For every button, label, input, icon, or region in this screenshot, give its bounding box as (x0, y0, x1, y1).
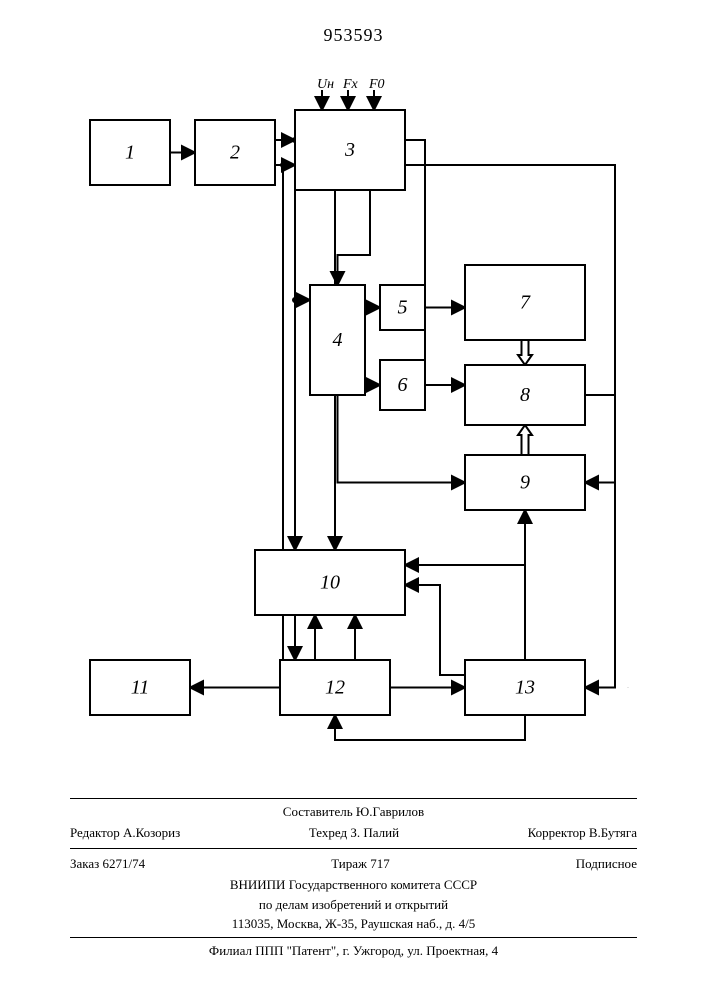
svg-text:Uн: Uн (317, 77, 334, 92)
svg-text:4: 4 (333, 329, 343, 351)
svg-text:11: 11 (131, 677, 150, 699)
svg-text:2: 2 (230, 142, 240, 164)
svg-text:8: 8 (520, 384, 530, 406)
svg-text:13: 13 (515, 677, 535, 699)
page: 953593 UнFxF012345678910111213 Составите… (0, 0, 707, 1000)
footer-filial: Филиал ППП "Патент", г. Ужгород, ул. Про… (70, 941, 637, 961)
footer-order: Заказ 6271/74 (70, 854, 145, 874)
svg-text:6: 6 (398, 374, 408, 396)
block-diagram: UнFxF012345678910111213 (70, 60, 630, 780)
footer-techred: Техред З. Палий (309, 823, 399, 843)
svg-text:7: 7 (520, 292, 531, 314)
svg-text:Fx: Fx (342, 77, 359, 92)
footer-org2: по делам изобретений и открытий (70, 895, 637, 915)
footer-org1: ВНИИПИ Государственного комитета СССР (70, 875, 637, 895)
patent-number: 953593 (0, 25, 707, 46)
footer-org3: 113035, Москва, Ж-35, Раушская наб., д. … (70, 914, 637, 934)
footer-corrector: Корректор В.Бутяга (528, 823, 637, 843)
svg-text:9: 9 (520, 472, 530, 494)
svg-text:12: 12 (325, 677, 345, 699)
svg-text:3: 3 (344, 139, 355, 161)
svg-text:1: 1 (125, 142, 135, 164)
svg-text:5: 5 (398, 297, 408, 319)
svg-text:F0: F0 (368, 77, 385, 92)
footer-author: Составитель Ю.Гаврилов (70, 802, 637, 822)
footer-podpis: Подписное (576, 854, 637, 874)
footer-block: Составитель Ю.Гаврилов Редактор А.Козори… (70, 795, 637, 961)
footer-editor: Редактор А.Козориз (70, 823, 180, 843)
footer-tirazh: Тираж 717 (331, 854, 390, 874)
svg-text:10: 10 (320, 572, 340, 594)
